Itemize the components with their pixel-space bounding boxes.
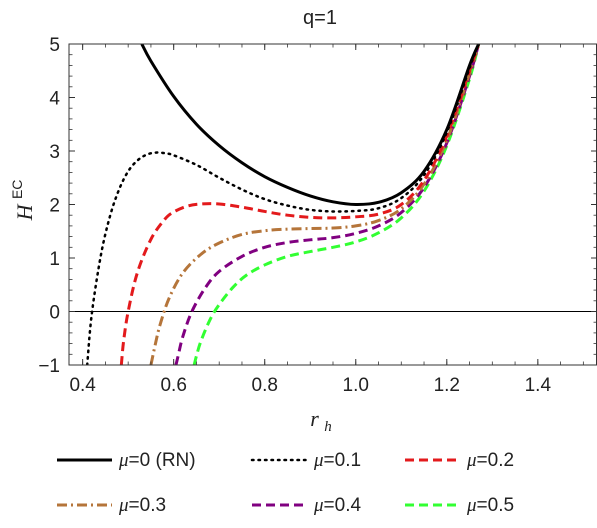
legend-label-4: μ=0.4 (313, 495, 361, 516)
axis-tick-labels: 0.4 0.6 0.8 1.0 1.2 1.4 −1 0 1 2 3 4 5 (38, 35, 551, 396)
y-tick-label: 1 (49, 249, 60, 270)
legend-label-3: μ=0.3 (118, 495, 166, 516)
y-axis-label-sup: EC (9, 180, 25, 199)
x-axis-label: r h (310, 406, 332, 435)
y-tick-label: 5 (49, 35, 60, 56)
x-axis-label-main: r (310, 406, 319, 431)
series-line-3 (149, 44, 481, 365)
series-line-4 (174, 44, 481, 365)
x-tick-label: 0.6 (160, 375, 186, 396)
legend: μ=0 (RN) μ=0.1 μ=0.2 μ=0.3 μ=0.4 μ=0.5 (57, 450, 514, 516)
y-tick-label: −1 (38, 356, 60, 377)
x-axis-label-sub: h (324, 419, 332, 435)
series-lines (85, 44, 481, 365)
chart-title: q=1 (303, 7, 337, 29)
y-axis-label-main: H (12, 203, 37, 221)
y-tick-label: 4 (49, 89, 60, 110)
axis-ticks (69, 43, 597, 366)
y-tick-label: 3 (49, 142, 60, 163)
series-line-5 (192, 44, 481, 365)
y-tick-label: 2 (49, 196, 60, 217)
legend-label-2: μ=0.2 (466, 450, 514, 471)
y-tick-label: 0 (49, 303, 60, 324)
svg-text:H EC: H EC (9, 180, 37, 222)
series-line-1 (85, 44, 480, 365)
plot-frame (68, 43, 597, 366)
legend-label-5: μ=0.5 (466, 495, 514, 516)
x-tick-label: 1.2 (434, 375, 460, 396)
series-line-0 (140, 44, 481, 207)
legend-label-1: μ=0.1 (313, 450, 361, 471)
plot-area (69, 44, 597, 365)
y-axis-label: H EC (9, 180, 37, 222)
series-line-2 (119, 44, 481, 365)
x-tick-label: 0.4 (69, 375, 96, 396)
x-tick-label: 1.4 (525, 375, 552, 396)
legend-label-0: μ=0 (RN) (118, 450, 196, 471)
x-tick-label: 0.8 (252, 375, 278, 396)
x-tick-label: 1.0 (343, 375, 369, 396)
